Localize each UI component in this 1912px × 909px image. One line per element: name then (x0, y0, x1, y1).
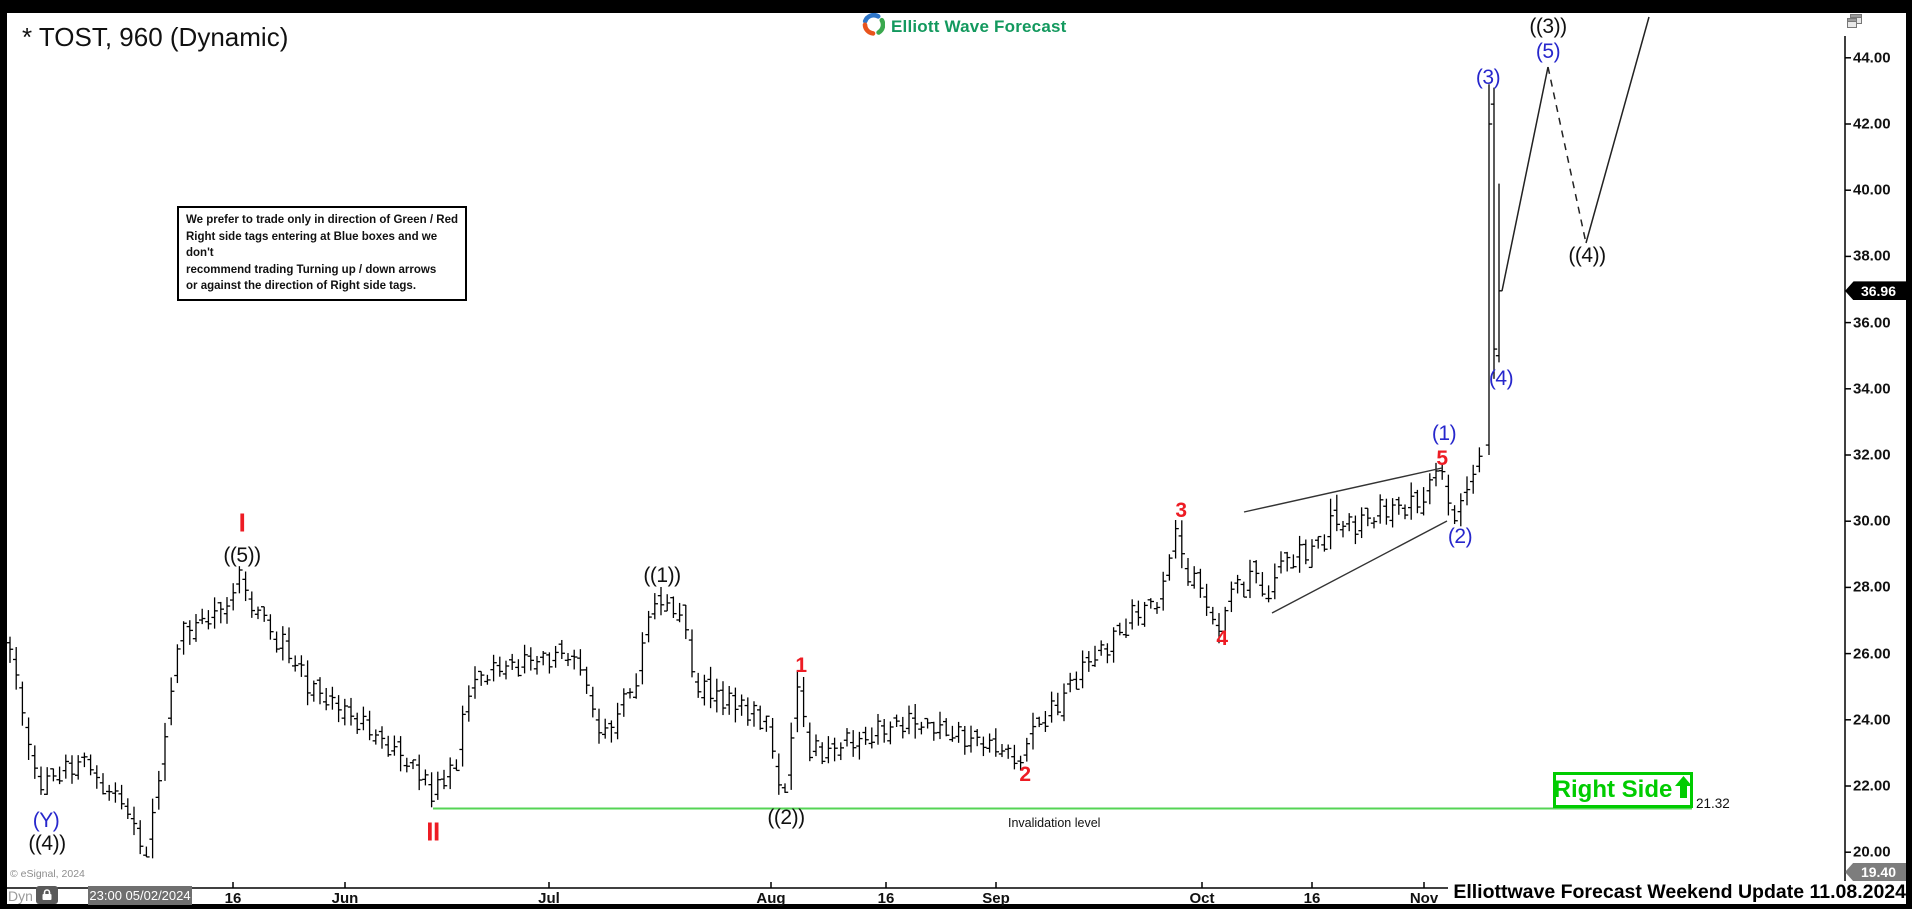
wave-label: ((4)) (28, 832, 66, 855)
right-side-label: Right Side (1553, 776, 1673, 803)
time-tick-label: Sep (982, 890, 1010, 907)
wave-label: ((4)) (1568, 244, 1606, 267)
price-bars (6, 84, 1503, 859)
wave-label: (5) (1535, 40, 1561, 63)
window-frame-left (0, 0, 7, 909)
lock-icon[interactable] (36, 886, 58, 904)
price-tick-label: 40.00 (1853, 181, 1891, 199)
price-tick-label: 22.00 (1853, 777, 1891, 795)
price-tick-label: 28.00 (1853, 578, 1891, 596)
projection-line (1547, 66, 1587, 244)
brand-logo: Elliott Wave Forecast (862, 12, 1067, 41)
time-tick-label: Jul (538, 890, 560, 907)
wave-label: (3) (1475, 66, 1501, 89)
wave-label: 3 (1175, 499, 1187, 522)
disclaimer-line: recommend trading Turning up / down arro… (186, 263, 437, 276)
wave-label: ((1)) (643, 564, 681, 587)
wave-label: 1 (795, 654, 807, 677)
time-tick-label: Jun (331, 890, 359, 907)
wave-label: ((5)) (223, 544, 261, 567)
time-tick-label: 16 (1303, 890, 1321, 907)
projection-line (1585, 16, 1650, 244)
wave-label: 2 (1019, 763, 1031, 786)
wave-label: ((2)) (767, 806, 805, 829)
price-tick-label: 26.00 (1853, 645, 1891, 663)
restore-window-icon[interactable] (1847, 14, 1862, 28)
time-tick-label: Nov (1409, 890, 1439, 907)
window-frame-right (1906, 0, 1912, 909)
time-tick-label: Oct (1189, 890, 1215, 907)
wave-label: ((3)) (1529, 15, 1567, 38)
wave-label: (4) (1488, 367, 1514, 390)
disclaimer-line: We prefer to trade only in direction of … (186, 214, 458, 226)
wave-label: 4 (1216, 627, 1228, 650)
price-tick-label: 42.00 (1853, 115, 1891, 133)
trendline (1243, 467, 1443, 513)
trendline (1271, 520, 1448, 614)
session-low-badge: 19.40 (1845, 862, 1906, 882)
price-tick-label: 32.00 (1853, 446, 1891, 464)
price-tick-label: 44.00 (1853, 49, 1891, 67)
window-frame-bottom (0, 904, 1912, 909)
time-tick-label: Aug (756, 890, 786, 907)
time-tick-label: 16 (224, 890, 242, 907)
wave-label: II (426, 816, 440, 847)
wave-label: 5 (1436, 447, 1448, 470)
time-cursor-badge: 23:00 05/02/2024 (88, 886, 192, 905)
price-tick-label: 38.00 (1853, 247, 1891, 265)
price-tick-label: 30.00 (1853, 512, 1891, 530)
price-tick-label: 36.00 (1853, 314, 1891, 332)
window-frame-top (0, 0, 1912, 13)
brand-name: Elliott Wave Forecast (891, 17, 1067, 36)
price-tick-label: 24.00 (1853, 711, 1891, 729)
update-banner: Elliottwave Forecast Weekend Update 11.0… (1448, 881, 1906, 904)
brand-swirl-icon (862, 12, 886, 41)
mode-label: Dyn (8, 888, 33, 904)
disclaimer-line: or against the direction of Right side t… (186, 280, 417, 292)
right-side-tag: Right Side (1553, 772, 1693, 808)
invalidation-label: Invalidation level (1008, 816, 1101, 830)
symbol-title: * TOST, 960 (Dynamic) (22, 22, 289, 52)
wave-label: (2) (1447, 525, 1473, 548)
last-price-badge: 36.96 (1845, 281, 1906, 301)
wave-label: (Y) (32, 809, 60, 832)
price-tick-label: 34.00 (1853, 380, 1891, 398)
esignal-copyright: © eSignal, 2024 (10, 868, 85, 880)
wave-label: I (238, 507, 246, 538)
invalidation-price-label: 21.32 (1696, 796, 1730, 811)
wave-label: (1) (1431, 422, 1457, 445)
price-tick-label: 20.00 (1853, 843, 1891, 861)
up-arrow-icon (1675, 775, 1693, 805)
disclaimer-box: We prefer to trade only in direction of … (177, 206, 467, 301)
projection-line (1501, 66, 1549, 292)
time-tick-label: 16 (877, 890, 895, 907)
disclaimer-line: Right side tags entering at Blue boxes a… (186, 230, 438, 260)
